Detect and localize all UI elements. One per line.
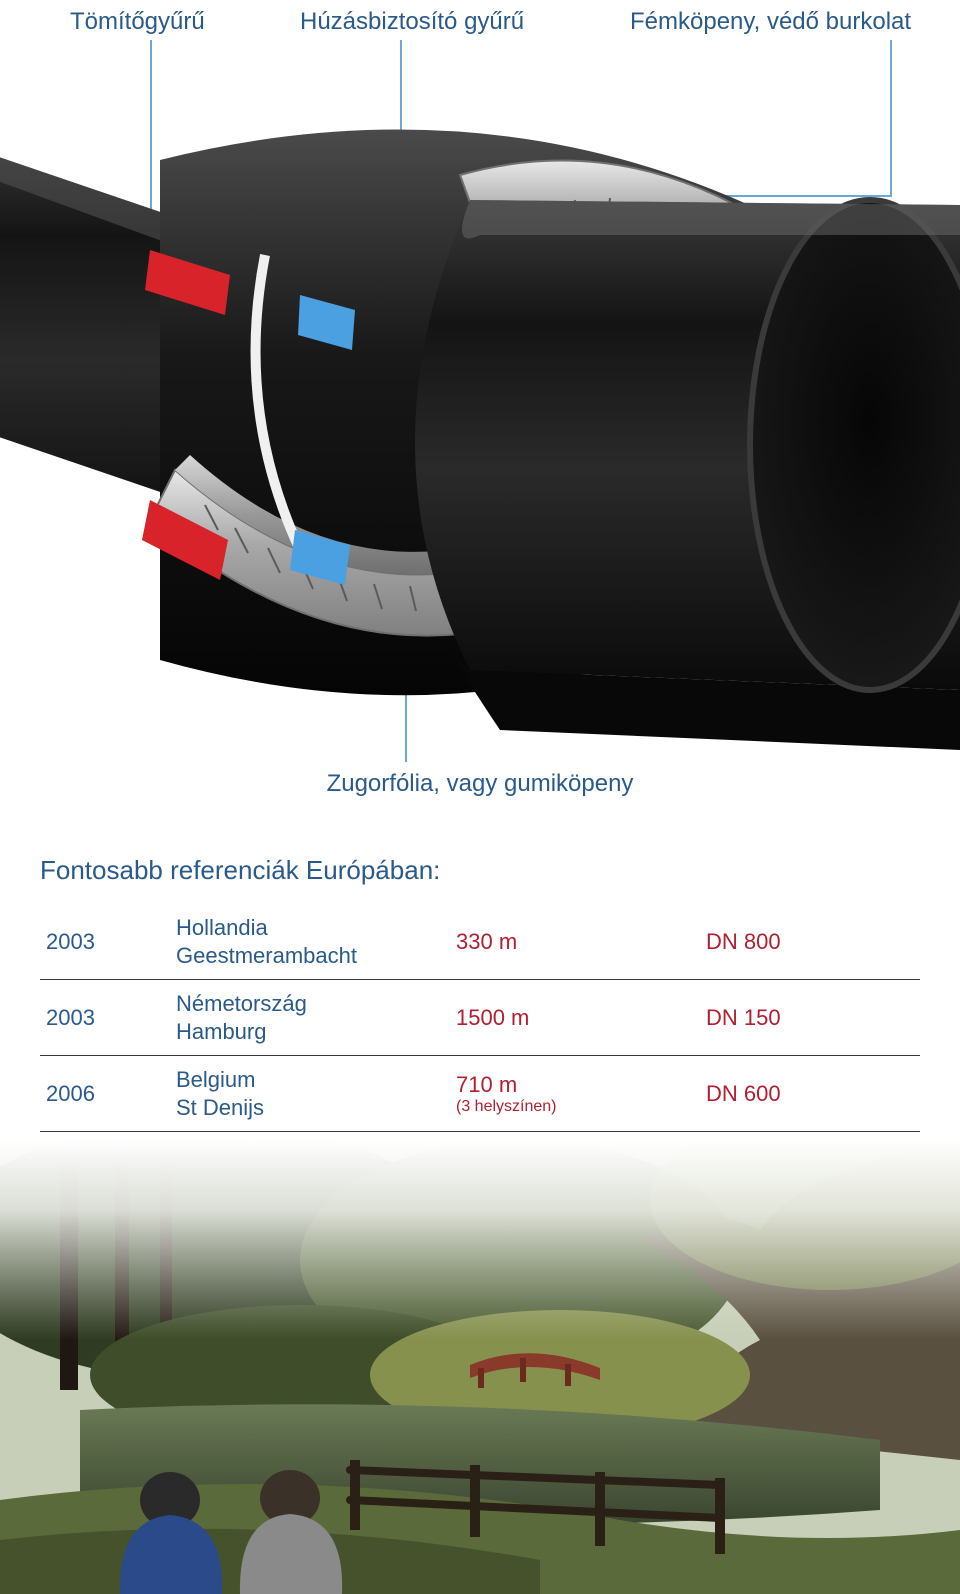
label-pull-ring: Húzásbiztosító gyűrű	[300, 8, 524, 36]
table-row: 2003NémetországHamburg1500 mDN 150	[40, 980, 920, 1056]
cell-dn: DN 600	[700, 1056, 920, 1132]
cell-dn: DN 150	[700, 980, 920, 1056]
pipe-diagram	[0, 50, 960, 770]
diagram-labels: Tömítőgyűrű Húzásbiztosító gyűrű Fémköpe…	[0, 8, 960, 48]
cell-year: 2003	[40, 980, 170, 1056]
cell-year: 2003	[40, 904, 170, 980]
garden-photo	[0, 1140, 960, 1594]
label-metal-casing: Fémköpeny, védő burkolat	[630, 8, 911, 36]
cell-location: BelgiumSt Denijs	[170, 1056, 450, 1132]
table-row: 2003HollandiaGeestmerambacht330 mDN 800	[40, 904, 920, 980]
cell-location: HollandiaGeestmerambacht	[170, 904, 450, 980]
references-title: Fontosabb referenciák Európában:	[40, 855, 920, 886]
cell-length: 710 m(3 helyszínen)	[450, 1056, 700, 1132]
label-shrink-foil: Zugorfólia, vagy gumiköpeny	[0, 770, 960, 798]
cell-year: 2006	[40, 1056, 170, 1132]
label-seal-ring: Tömítőgyűrű	[70, 8, 205, 36]
cell-location: NémetországHamburg	[170, 980, 450, 1056]
cell-length: 330 m	[450, 904, 700, 980]
table-row: 2006BelgiumSt Denijs710 m(3 helyszínen)D…	[40, 1056, 920, 1132]
cell-dn: DN 800	[700, 904, 920, 980]
cell-length: 1500 m	[450, 980, 700, 1056]
